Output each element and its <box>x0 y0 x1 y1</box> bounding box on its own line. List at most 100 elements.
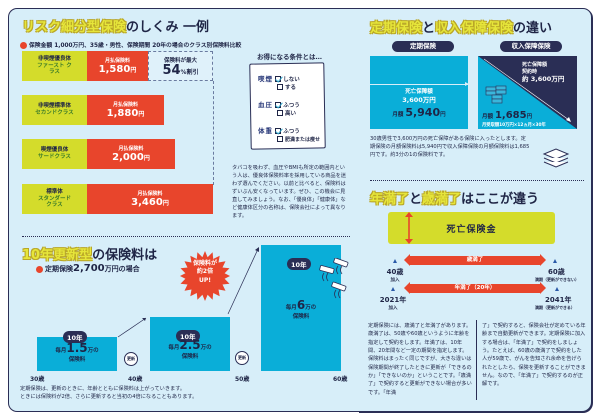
price-unit: 円 <box>162 200 169 207</box>
class-label: 標準体 スタンダード クラス <box>22 184 87 214</box>
compare-title-mid: と <box>422 21 436 36</box>
checklist-label: 血圧 <box>258 101 273 109</box>
renew-badge: 更新 <box>235 351 249 365</box>
term-pill: 10年 <box>63 325 87 344</box>
marker-icon <box>393 259 397 263</box>
year-start-sub: 加入 <box>388 306 398 311</box>
income-coverage-text: 死亡保障額 契約時 約 3,600万円 <box>522 62 564 83</box>
price-unit: 円 <box>143 155 150 162</box>
bar-suffix: 万の <box>305 305 317 311</box>
maturity-title: 年満了と歳満了はここが違う <box>370 188 539 207</box>
bar-line2: 保険料 <box>68 357 86 363</box>
checkbox-checked-icon <box>275 76 282 82</box>
age-label: 40歳 <box>128 376 143 383</box>
bullet-icon <box>20 42 27 49</box>
checkbox-icon <box>277 84 283 90</box>
age-end-sub: 満期（更新ができない） <box>535 277 579 282</box>
compare-title: 定期保険と収入保障保険の違い <box>370 17 552 36</box>
checklist-item-weight: 体重 ふつう <box>258 125 300 135</box>
checklist-alt-weight: 肥満または痩せ <box>277 135 320 143</box>
monthly-unit: 円 <box>440 111 446 118</box>
class-label: 非喫煙優良体 ファースト クラス <box>22 51 87 81</box>
checklist-item-blood-pressure: 血圧 ふつう <box>258 99 300 109</box>
price-label: 月払保険料 <box>104 58 130 64</box>
monthly-label: 月額 <box>392 111 404 118</box>
checklist-checked: しない <box>283 77 300 83</box>
class-sub: スタンダード クラス <box>37 195 71 209</box>
bar-prefix: 毎月 <box>285 305 297 311</box>
maturity-title-hl1: 年満了 <box>370 192 410 207</box>
discount-guide-line <box>213 81 214 185</box>
bar-suffix: 万の <box>200 345 212 351</box>
section-divider <box>22 236 350 237</box>
age-label: 60歳 <box>333 376 348 383</box>
marker-icon <box>555 287 559 291</box>
checklist-alt-smoking: する <box>277 83 296 91</box>
flying-money-icon <box>319 258 349 299</box>
price-label: 月払保険料 <box>137 191 163 197</box>
term-pill-label: 10年 <box>176 330 200 342</box>
bar-prefix: 毎月 <box>168 345 180 351</box>
discount-unit: %割引 <box>180 68 199 76</box>
checklist-heading: お得になる条件とは… <box>257 53 322 61</box>
discount-value: 54 <box>162 62 181 78</box>
checklist-other: 高い <box>285 111 297 117</box>
class-name: 喫煙優良体 <box>40 147 69 154</box>
bar-prefix: 毎月 <box>55 348 67 354</box>
bar-30s-text: 毎月1.5万の 保険料 <box>37 341 117 363</box>
class-name: 標準体 <box>46 188 63 195</box>
age-maturity-bar: 歳満了 <box>404 254 546 266</box>
class-row-first: 非喫煙優良体 ファースト クラス 月払保険料 1,580円 <box>22 51 148 81</box>
year-start-value: 2021年 <box>379 296 407 304</box>
coverage-when: 契約時 <box>522 68 538 75</box>
bar-line2: 保険料 <box>181 354 199 360</box>
footnote-line: 定期保険は、更新のときに、年齢とともに保険料は上がっていきます。 <box>20 386 186 392</box>
double-arrow-icon <box>405 212 413 244</box>
bar-value: 6 <box>296 298 306 312</box>
year-maturity-bar: 年満了（20年） <box>404 282 546 294</box>
age-label: 50歳 <box>235 376 250 383</box>
price-label: 月払保険料 <box>118 146 144 152</box>
checkbox-icon <box>277 110 283 116</box>
class-row-third: 喫煙優良体 サードクラス 月払保険料 2,000円 <box>22 139 175 169</box>
risk-subtitle: 保険金額 1,000万円、35歳・男性、保険期間 20年の場合のクラス別保険料比… <box>20 40 241 49</box>
bar-suffix: 万の <box>87 348 99 354</box>
term-insurance-pill: 定期保険 <box>392 41 454 52</box>
bar-value: 2.5 <box>179 338 201 352</box>
class-name: 非喫煙優良体 <box>37 55 71 62</box>
price-value: 3,460 <box>131 197 163 208</box>
renewal-title-highlight: 10年更新型 <box>22 248 93 263</box>
term-insurance-box <box>370 56 468 129</box>
year-end-value: 2041年 <box>545 296 572 304</box>
age-label: 30歳 <box>30 376 45 383</box>
coverage-label: 死亡保障額 <box>405 89 433 95</box>
price-value: 2,000 <box>112 152 144 163</box>
renewal-sub-amount: 2,700 <box>73 263 105 274</box>
coverage-label: 死亡保障額 <box>522 62 548 68</box>
checklist-label: 体重 <box>258 127 273 135</box>
price-unit: 円 <box>130 67 137 74</box>
checklist-alt-blood-pressure: 高い <box>277 109 296 117</box>
burst-line: UP! <box>198 276 211 284</box>
bar-40s <box>150 317 230 371</box>
term-pill: 10年 <box>287 252 311 271</box>
monthly-value: 5,940 <box>405 105 441 119</box>
bar-50s-text: 毎月6万の 保険料 <box>261 298 341 320</box>
maturity-text-left: 定期保険には、歳満了と年満了があります。歳満了は、50歳や60歳というように年齢… <box>368 323 472 396</box>
death-benefit-box: 死亡保険金 <box>388 212 555 244</box>
class-price: 月払保険料 2,000円 <box>87 139 175 169</box>
checklist-item-smoking: 喫煙 しない <box>258 73 300 83</box>
starburst-icon <box>180 251 230 301</box>
compare-title-rest: の違い <box>513 21 553 36</box>
marker-icon <box>391 287 395 291</box>
renewal-title-rest: の保険料は <box>92 248 158 263</box>
class-sub: セカンドクラス <box>35 110 74 116</box>
risk-section-title: リスク細分型保険のしくみ 一例 <box>22 16 209 35</box>
year-end: 2041年 満期（更新ができる） <box>535 276 595 311</box>
term-pill-label: 10年 <box>63 331 87 343</box>
coverage-amount: 3,600万円 <box>402 96 436 105</box>
income-formula: 月受取額10万円×12ヵ月×30年 <box>482 123 546 128</box>
class-price: 月払保険料 1,580円 <box>87 51 148 81</box>
renewal-title: 10年更新型の保険料は <box>22 244 157 263</box>
renewal-subtitle: 定期保険2,700万円の場合 <box>36 263 140 274</box>
